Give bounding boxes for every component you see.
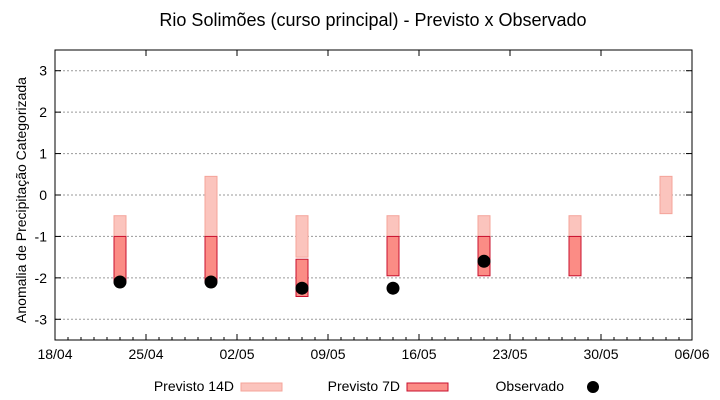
y-axis-label: Anomalia de Precipitação Categorizada [13,77,29,323]
y-axis-ticks: -3 -2 -1 0 1 2 3 [35,63,692,327]
y-tick-label: 0 [39,187,47,203]
point-observado [477,254,491,268]
legend-swatch-previsto-14d [240,382,283,392]
x-tick-label: 18/04 [37,346,72,362]
series-previsto-14d [113,175,673,258]
gridlines [55,70,692,320]
chart-title: Rio Solimões (curso principal) - Previst… [159,10,586,30]
x-tick-label: 06/06 [674,346,709,362]
y-tick-label: 2 [39,104,47,120]
bar-previsto-7d [113,235,127,283]
bar-previsto-14d [204,175,218,237]
y-tick-label: 3 [39,63,47,79]
point-observado [295,281,309,295]
bar-previsto-14d [386,215,400,237]
x-tick-label: 25/04 [128,346,163,362]
legend-swatch-previsto-7d [406,382,449,392]
x-tick-label: 09/05 [310,346,345,362]
legend-label-previsto-14d: Previsto 14D [154,378,234,394]
bar-previsto-14d [113,215,127,237]
series-observado [113,254,491,295]
bar-previsto-7d [204,235,218,283]
y-tick-label: -2 [35,270,48,286]
y-tick-label: 1 [39,146,47,162]
x-axis-ticks: 18/04 25/04 02/05 09/05 16/05 23/05 30/05 06/06 [37,50,710,362]
bar-previsto-14d [659,175,673,215]
y-tick-label: -3 [35,311,48,327]
series-previsto-7d [113,235,582,298]
point-observado [386,281,400,295]
legend-marker-observado [587,381,599,393]
bar-previsto-7d [386,235,400,277]
bar-previsto-14d [477,215,491,237]
x-tick-label: 16/05 [401,346,436,362]
legend-label-previsto-7d: Previsto 7D [328,378,400,394]
y-tick-label: -1 [35,228,48,244]
bar-previsto-14d [295,215,309,258]
bar-previsto-14d [568,215,582,237]
bar-previsto-7d [568,235,582,277]
x-tick-label: 23/05 [492,346,527,362]
x-tick-label: 30/05 [583,346,618,362]
x-tick-label: 02/05 [219,346,254,362]
point-observado [204,275,218,289]
legend-label-observado: Observado [496,378,565,394]
legend: Previsto 14D Previsto 7D Observado [154,378,599,394]
point-observado [113,275,127,289]
